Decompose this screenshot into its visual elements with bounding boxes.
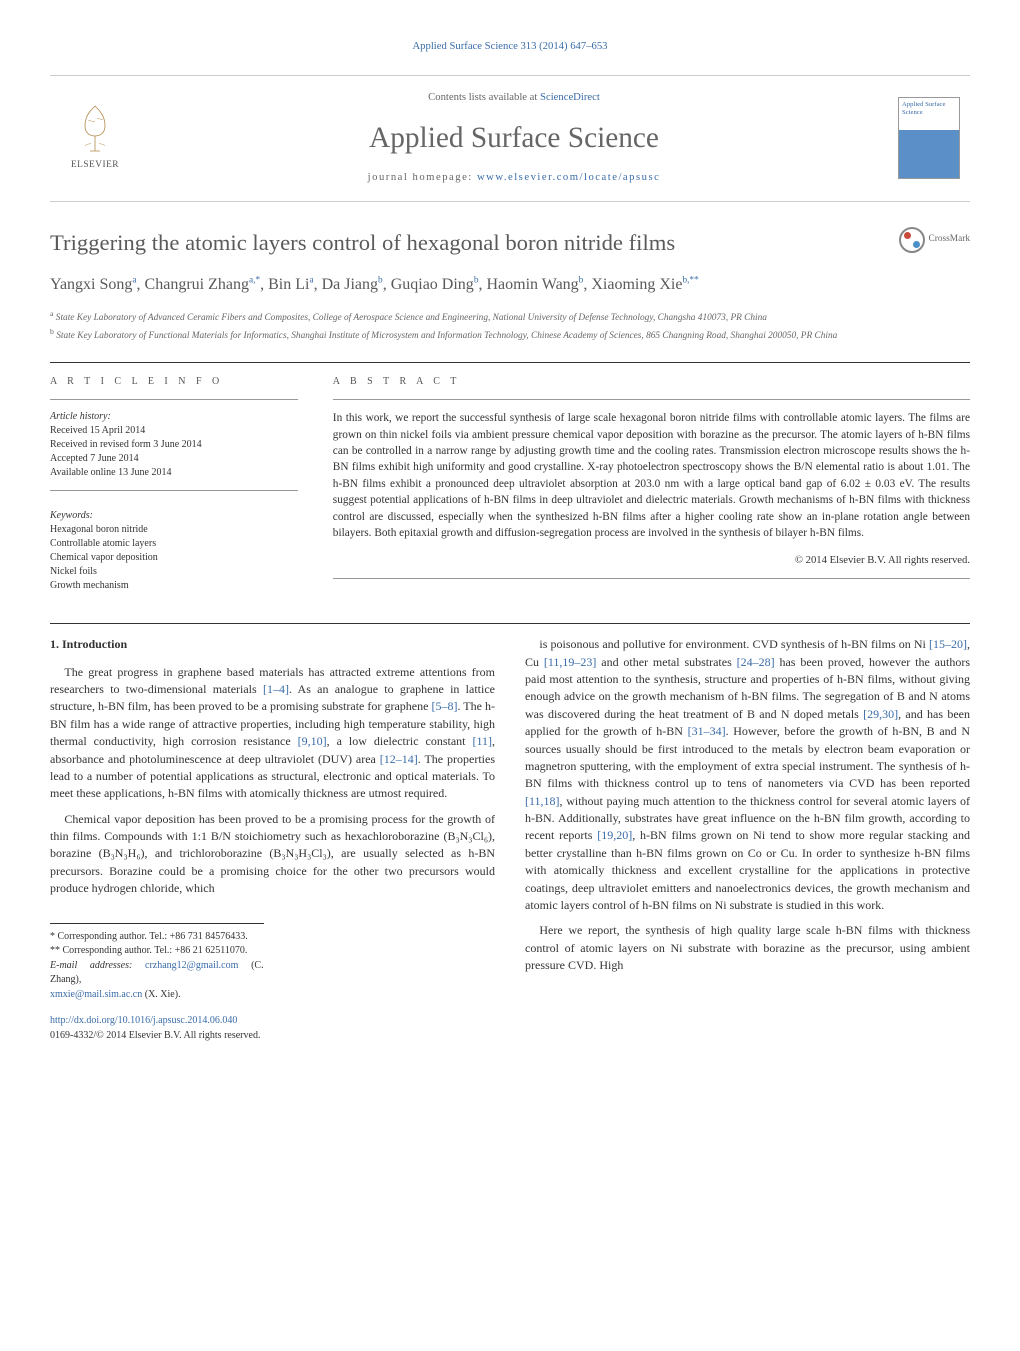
reference-link[interactable]: [11,19–23] <box>544 655 597 669</box>
header-center: Contents lists available at ScienceDirec… <box>130 91 898 186</box>
keyword-item: Controllable atomic layers <box>50 537 298 551</box>
divider <box>50 623 970 624</box>
divider <box>50 490 298 491</box>
reference-link[interactable]: [9,10] <box>298 734 327 748</box>
crossmark-label: CrossMark <box>929 233 970 246</box>
footnote-corr2: ** Corresponding author. Tel.: +86 21 62… <box>50 944 264 959</box>
journal-title: Applied Surface Science <box>130 118 898 159</box>
body-column-right: is poisonous and pollutive for environme… <box>525 636 970 1043</box>
reference-link[interactable]: [5–8] <box>431 699 457 713</box>
body-column-left: 1. Introduction The great progress in gr… <box>50 636 495 1043</box>
keywords-label: Keywords: <box>50 509 298 523</box>
section-number: 1. <box>50 637 59 651</box>
doi-block: http://dx.doi.org/10.1016/j.apsusc.2014.… <box>50 1014 495 1043</box>
reference-link[interactable]: [31–34] <box>688 724 726 738</box>
article-info-heading: A R T I C L E I N F O <box>50 375 298 389</box>
reference-link[interactable]: [15–20] <box>929 637 967 651</box>
authors-list: Yangxi Songa, Changrui Zhanga,*, Bin Lia… <box>50 274 970 296</box>
divider <box>50 362 970 363</box>
affiliations: a State Key Laboratory of Advanced Ceram… <box>50 308 970 344</box>
homepage-line: journal homepage: www.elsevier.com/locat… <box>130 171 898 186</box>
footnote-corr1: * Corresponding author. Tel.: +86 731 84… <box>50 930 264 945</box>
doi-link[interactable]: http://dx.doi.org/10.1016/j.apsusc.2014.… <box>50 1015 237 1026</box>
body-paragraph: is poisonous and pollutive for environme… <box>525 636 970 914</box>
keyword-item: Growth mechanism <box>50 579 298 593</box>
abstract-block: A B S T R A C T In this work, we report … <box>333 375 970 593</box>
contents-available-line: Contents lists available at ScienceDirec… <box>130 91 898 106</box>
title-row: Triggering the atomic layers control of … <box>50 227 970 259</box>
affiliation-a-text: State Key Laboratory of Advanced Ceramic… <box>56 313 767 323</box>
reference-link[interactable]: [1–4] <box>263 682 289 696</box>
abstract-copyright: © 2014 Elsevier B.V. All rights reserved… <box>333 554 970 569</box>
elsevier-tree-icon <box>70 101 120 156</box>
info-abstract-row: A R T I C L E I N F O Article history: R… <box>50 375 970 593</box>
issn-line: 0169-4332/© 2014 Elsevier B.V. All right… <box>50 1030 260 1041</box>
affiliation-b: b State Key Laboratory of Functional Mat… <box>50 326 970 344</box>
history-label: Article history: <box>50 410 298 424</box>
history-item: Received in revised form 3 June 2014 <box>50 438 298 452</box>
email-link-2[interactable]: xmxie@mail.sim.ac.cn <box>50 989 142 1000</box>
crossmark-icon <box>899 227 925 253</box>
publisher-logo: ELSEVIER <box>60 101 130 176</box>
homepage-link[interactable]: www.elsevier.com/locate/apsusc <box>477 172 660 183</box>
journal-header: ELSEVIER Contents lists available at Sci… <box>50 75 970 202</box>
article-info-block: A R T I C L E I N F O Article history: R… <box>50 375 298 593</box>
journal-reference-link[interactable]: Applied Surface Science 313 (2014) 647–6… <box>412 41 607 52</box>
reference-link[interactable]: [24–28] <box>737 655 775 669</box>
reference-link[interactable]: [29,30] <box>863 707 898 721</box>
body-paragraph: The great progress in graphene based mat… <box>50 664 495 803</box>
journal-reference: Applied Surface Science 313 (2014) 647–6… <box>50 40 970 55</box>
publisher-name: ELSEVIER <box>71 159 119 172</box>
cover-thumb-text: Applied Surface Science <box>902 101 959 116</box>
history-item: Received 15 April 2014 <box>50 424 298 438</box>
divider <box>333 399 970 400</box>
keyword-item: Chemical vapor deposition <box>50 551 298 565</box>
reference-link[interactable]: [19,20] <box>597 828 632 842</box>
section-title: Introduction <box>62 637 127 651</box>
body-paragraph: Chemical vapor deposition has been prove… <box>50 811 495 898</box>
homepage-prefix: journal homepage: <box>368 172 477 183</box>
affiliation-b-text: State Key Laboratory of Functional Mater… <box>56 331 837 341</box>
divider <box>50 399 298 400</box>
affiliation-a: a State Key Laboratory of Advanced Ceram… <box>50 308 970 326</box>
abstract-heading: A B S T R A C T <box>333 375 970 389</box>
journal-cover-thumbnail: Applied Surface Science <box>898 97 960 179</box>
divider <box>333 578 970 579</box>
abstract-text: In this work, we report the successful s… <box>333 410 970 541</box>
history-item: Available online 13 June 2014 <box>50 466 298 480</box>
email2-suffix: (X. Xie). <box>142 989 180 1000</box>
reference-link[interactable]: [11] <box>472 734 492 748</box>
article-title: Triggering the atomic layers control of … <box>50 227 899 259</box>
email-link-1[interactable]: crzhang12@gmail.com <box>145 960 238 971</box>
section-heading: 1. Introduction <box>50 636 495 653</box>
reference-link[interactable]: [11,18] <box>525 794 560 808</box>
keyword-item: Nickel foils <box>50 565 298 579</box>
footnote-emails: E-mail addresses: crzhang12@gmail.com (C… <box>50 959 264 1003</box>
email-label: E-mail addresses: <box>50 960 145 971</box>
body-columns: 1. Introduction The great progress in gr… <box>50 636 970 1043</box>
reference-link[interactable]: [12–14] <box>380 752 418 766</box>
body-paragraph: Here we report, the synthesis of high qu… <box>525 922 970 974</box>
sciencedirect-link[interactable]: ScienceDirect <box>540 92 600 103</box>
crossmark-badge[interactable]: CrossMark <box>899 227 970 253</box>
footnotes: * Corresponding author. Tel.: +86 731 84… <box>50 923 264 1003</box>
keyword-item: Hexagonal boron nitride <box>50 523 298 537</box>
contents-prefix: Contents lists available at <box>428 92 540 103</box>
history-item: Accepted 7 June 2014 <box>50 452 298 466</box>
